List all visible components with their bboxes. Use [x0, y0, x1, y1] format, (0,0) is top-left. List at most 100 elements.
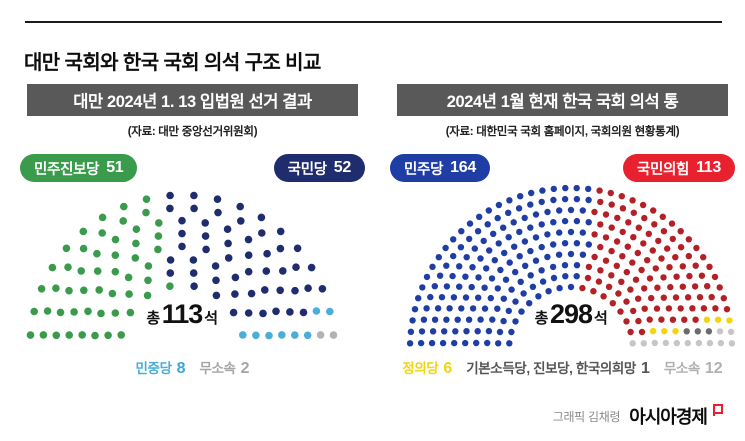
seat-dot — [579, 251, 587, 258]
seat-dot — [505, 209, 512, 216]
seat-dot — [446, 305, 453, 312]
asiae-logo: 아시아경제 — [629, 407, 708, 427]
seat-dot — [480, 237, 487, 245]
seat-dot — [65, 286, 73, 295]
seat-dot — [635, 295, 642, 302]
seat-dot — [591, 231, 598, 238]
seat-dot — [43, 307, 52, 315]
seat-dot — [669, 316, 677, 323]
seat-dot — [597, 221, 604, 228]
seat-dot — [48, 263, 57, 272]
seat-dot — [477, 255, 484, 262]
seat-dot — [475, 294, 482, 301]
seat-dot — [623, 298, 630, 305]
seat-dot — [111, 235, 120, 244]
seat-dot — [483, 265, 490, 272]
seat-dot — [252, 331, 260, 340]
seat-dot — [166, 282, 174, 290]
total-number: 113 — [161, 299, 204, 329]
seat-dot — [299, 308, 308, 317]
seat-dot — [685, 252, 692, 260]
seat-dot — [653, 305, 661, 312]
seat-dot — [544, 208, 551, 216]
seat-dot — [672, 328, 679, 335]
seat-dot — [77, 267, 85, 275]
seat-dot — [584, 274, 592, 282]
seat-dot — [276, 244, 285, 253]
seat-dot — [627, 286, 634, 293]
seat-dot — [450, 252, 457, 260]
seat-dot — [526, 300, 533, 307]
seat-dot — [714, 316, 722, 323]
seat-dot — [434, 305, 442, 312]
seat-dot — [231, 273, 240, 282]
seat-dot — [190, 204, 198, 213]
seat-dot — [142, 208, 150, 217]
seat-dot — [154, 245, 162, 254]
seat-dot — [585, 219, 592, 226]
seat-dot — [80, 286, 88, 295]
party-seats: 52 — [333, 159, 352, 176]
seat-dot — [517, 193, 524, 200]
seat-dot — [428, 339, 436, 347]
seat-dot — [237, 217, 245, 225]
parliament-chart-taiwan — [26, 191, 338, 340]
seat-dot — [658, 255, 665, 262]
seat-dot — [602, 211, 610, 218]
seat-dot — [573, 195, 581, 203]
seat-dot — [91, 331, 99, 340]
seat-dot — [645, 230, 652, 237]
seat-dot — [651, 339, 658, 347]
seat-dot — [39, 331, 48, 339]
seat-dot — [131, 254, 140, 262]
seat-dot — [486, 247, 493, 254]
seat-dot — [463, 254, 470, 261]
total-prefix: 총 — [534, 310, 549, 327]
seat-dot — [211, 262, 220, 270]
seat-dot — [326, 307, 334, 316]
seat-dot — [667, 283, 674, 291]
seat-dot — [600, 293, 607, 300]
seat-dot — [213, 195, 222, 203]
seat-dot — [450, 236, 457, 243]
seat-dot — [692, 316, 699, 323]
seat-dot — [561, 262, 569, 269]
seat-dot — [178, 216, 186, 225]
seat-dot — [651, 221, 658, 228]
seat-dot — [691, 283, 699, 290]
seat-dot — [706, 263, 713, 270]
seat-dot — [97, 309, 105, 318]
seat-dot — [244, 309, 253, 317]
legend-label: 정의당 — [402, 361, 439, 376]
seat-dot — [65, 331, 73, 339]
seat-dot — [469, 264, 476, 271]
seat-dot — [597, 267, 604, 274]
seat-dot — [641, 214, 648, 222]
seat-dot — [538, 267, 545, 274]
seat-dot — [318, 285, 327, 293]
seat-dot — [30, 307, 38, 316]
seat-dot — [247, 289, 256, 298]
seat-dot — [624, 243, 631, 250]
seat-dot — [567, 206, 575, 214]
seat-dot — [660, 274, 667, 281]
party-seats: 113 — [696, 159, 721, 176]
seat-dot — [473, 339, 480, 347]
seat-dot — [646, 275, 654, 282]
seat-dot — [496, 328, 504, 336]
total-suffix: 석 — [204, 310, 218, 327]
seat-dot — [672, 254, 679, 261]
seat-dot — [93, 249, 101, 258]
seat-dot — [64, 263, 72, 271]
seat-dot — [516, 253, 523, 260]
taiwan-source: (자료: 대만 중앙선거위원회) — [127, 126, 258, 138]
seat-dot — [265, 331, 273, 340]
seat-dot — [429, 263, 436, 270]
seat-dot — [70, 308, 78, 316]
seat-dot — [462, 273, 469, 280]
seat-dot — [521, 214, 528, 222]
seat-dot — [649, 247, 656, 254]
seat-dot — [406, 340, 414, 347]
seat-dot — [485, 327, 493, 335]
seat-dot — [677, 305, 684, 312]
